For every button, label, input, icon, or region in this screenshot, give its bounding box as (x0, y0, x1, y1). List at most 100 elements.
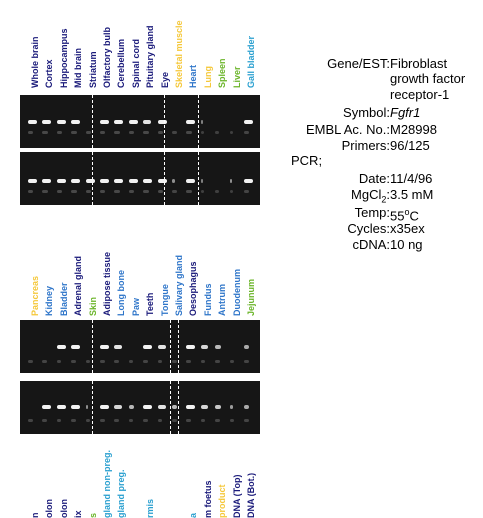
gel-band (42, 120, 51, 124)
gel-band (42, 179, 51, 183)
gel-band (244, 179, 253, 183)
gel-band (57, 190, 62, 193)
lane-divider (170, 381, 171, 434)
lane-label: Olfactory bulb (102, 27, 112, 88)
gel-band (230, 190, 234, 193)
gel-band (143, 190, 148, 193)
lane-label: Long bone (116, 270, 126, 316)
symbol-label: Symbol: (343, 105, 390, 120)
gel-band (86, 405, 89, 409)
gel-band (186, 419, 191, 422)
cycles-label: Cycles: (347, 221, 390, 236)
gel-band (143, 419, 148, 422)
lane-divider (92, 320, 93, 373)
lane-label: Skeletal muscle (174, 20, 184, 88)
gel-band (172, 131, 177, 134)
lane-divider (164, 152, 165, 205)
gel-band (57, 179, 66, 183)
temp-label: Temp: (355, 205, 390, 220)
gel-band (100, 120, 109, 124)
lane-label: Salivary gland (174, 255, 184, 316)
lane-divider (92, 95, 93, 148)
gel-band (230, 360, 235, 363)
gene-name-line-3: receptor-1 (390, 87, 449, 102)
gel-band (201, 345, 208, 349)
lane-label: gland non-preg. (102, 450, 112, 518)
embl-value: M28998 (390, 122, 437, 137)
gel-band (129, 179, 138, 183)
lane-label: Pancreas (30, 276, 40, 316)
gel-band (71, 179, 80, 183)
gel-band (71, 405, 80, 409)
gel-band (230, 419, 235, 422)
gel-band (86, 190, 91, 193)
lane-label: DNA (Top) (232, 475, 242, 518)
gel-band (129, 405, 134, 409)
gel-band (215, 190, 219, 193)
gel-band (230, 131, 234, 134)
gel-band (57, 131, 62, 134)
lane-label: Spleen (217, 58, 227, 88)
lane-label: Adipose tissue (102, 252, 112, 316)
gel-band (158, 419, 163, 422)
gel-band (100, 405, 109, 409)
lane-label: a (188, 513, 198, 518)
lane-label: Fundus (203, 284, 213, 317)
gel-band (28, 179, 37, 183)
primers-value: 96/125 (390, 138, 430, 153)
gel-band (172, 419, 177, 422)
lane-label: rmis (145, 499, 155, 518)
lane-label: Antrum (217, 284, 227, 316)
lane-label: Teeth (145, 293, 155, 316)
gel-band (186, 405, 195, 409)
lane-divider (198, 152, 199, 205)
gel-band (42, 131, 47, 134)
lane-label: Kidney (44, 286, 54, 316)
primers-label: Primers: (342, 138, 390, 153)
lane-divider (92, 152, 93, 205)
lane-label: Eye (160, 72, 170, 88)
gel-band (244, 131, 249, 134)
gel-band (129, 360, 134, 363)
gel-band (158, 120, 167, 124)
gel-band (86, 131, 91, 134)
gel-band (28, 190, 33, 193)
gel-band (172, 190, 177, 193)
lane-label: Striatum (88, 51, 98, 88)
gel-band (143, 179, 152, 183)
lane-label: n (30, 513, 40, 518)
lane-label: Cerebellum (116, 39, 126, 88)
gel-band (129, 419, 134, 422)
gel-band (100, 131, 105, 134)
gel-band (114, 405, 121, 409)
gel-band (143, 405, 152, 409)
lane-divider (92, 381, 93, 434)
lane-label: Oesophagus (188, 261, 198, 316)
gel-band (201, 360, 206, 363)
lane-divider (178, 320, 179, 373)
gel-band (143, 131, 148, 134)
lane-label: Heart (188, 65, 198, 88)
gel-band (71, 120, 80, 124)
gel-band (114, 190, 119, 193)
gel-band (158, 179, 167, 183)
mgcl-text: MgCl (351, 187, 381, 202)
gel-band (129, 131, 134, 134)
gel-band (129, 190, 134, 193)
cycles-value: x35ex (390, 221, 425, 236)
lane-label: Hippocampus (59, 28, 69, 88)
lane-label: Pituitary gland (145, 25, 155, 88)
lane-label: Jejunum (246, 279, 256, 316)
gene-label: Gene/EST: (327, 56, 390, 71)
gel-band (230, 405, 234, 409)
lane-divider (198, 95, 199, 148)
lane-label: Duodenum (232, 269, 242, 316)
gel-band (215, 345, 220, 349)
gel-band (114, 131, 119, 134)
gel-band (172, 405, 177, 409)
gel-band (186, 190, 191, 193)
gel-band (215, 131, 219, 134)
gel-band (114, 120, 123, 124)
gel-band (114, 179, 123, 183)
gel-band (244, 190, 249, 193)
